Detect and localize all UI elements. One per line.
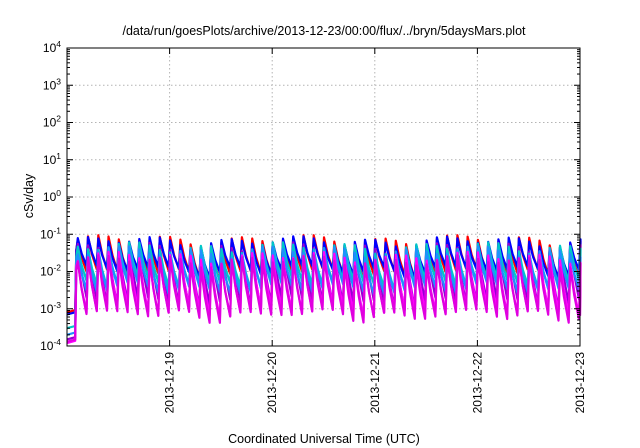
x-axis-label: Coordinated Universal Time (UTC) (228, 432, 420, 446)
y-tick-label: 10-3 (40, 300, 61, 316)
series-line (66, 235, 582, 316)
x-tick-label: 2013-12-21 (368, 352, 382, 414)
series-line (66, 245, 582, 336)
chart-title: /data/run/goesPlots/archive/2013-12-23/0… (122, 24, 526, 38)
y-axis: 10-4 10-3 10-2 10-1 100 101 102 103 104 (40, 39, 580, 353)
y-tick-label: 10-1 (40, 225, 61, 241)
y-tick-label: 10-2 (40, 263, 61, 279)
series-group (66, 234, 582, 345)
x-tick-label: 2013-12-23 (573, 352, 587, 414)
y-tick-label: 100 (43, 188, 61, 204)
x-tick-label: 2013-12-19 (163, 352, 177, 414)
y-tick-label: 103 (43, 76, 61, 92)
y-tick-label: 102 (43, 114, 61, 130)
y-tick-label: 10-4 (40, 337, 61, 353)
x-axis: 2013-12-19 2013-12-20 2013-12-21 2013-12-22… (163, 48, 587, 413)
y-axis-label: cSv/day (22, 173, 36, 218)
x-tick-label: 2013-12-22 (470, 352, 484, 414)
x-tick-label: 2013-12-20 (265, 352, 279, 414)
y-tick-label: 101 (43, 151, 61, 167)
y-tick-label: 104 (43, 39, 61, 55)
series-line (66, 254, 582, 343)
